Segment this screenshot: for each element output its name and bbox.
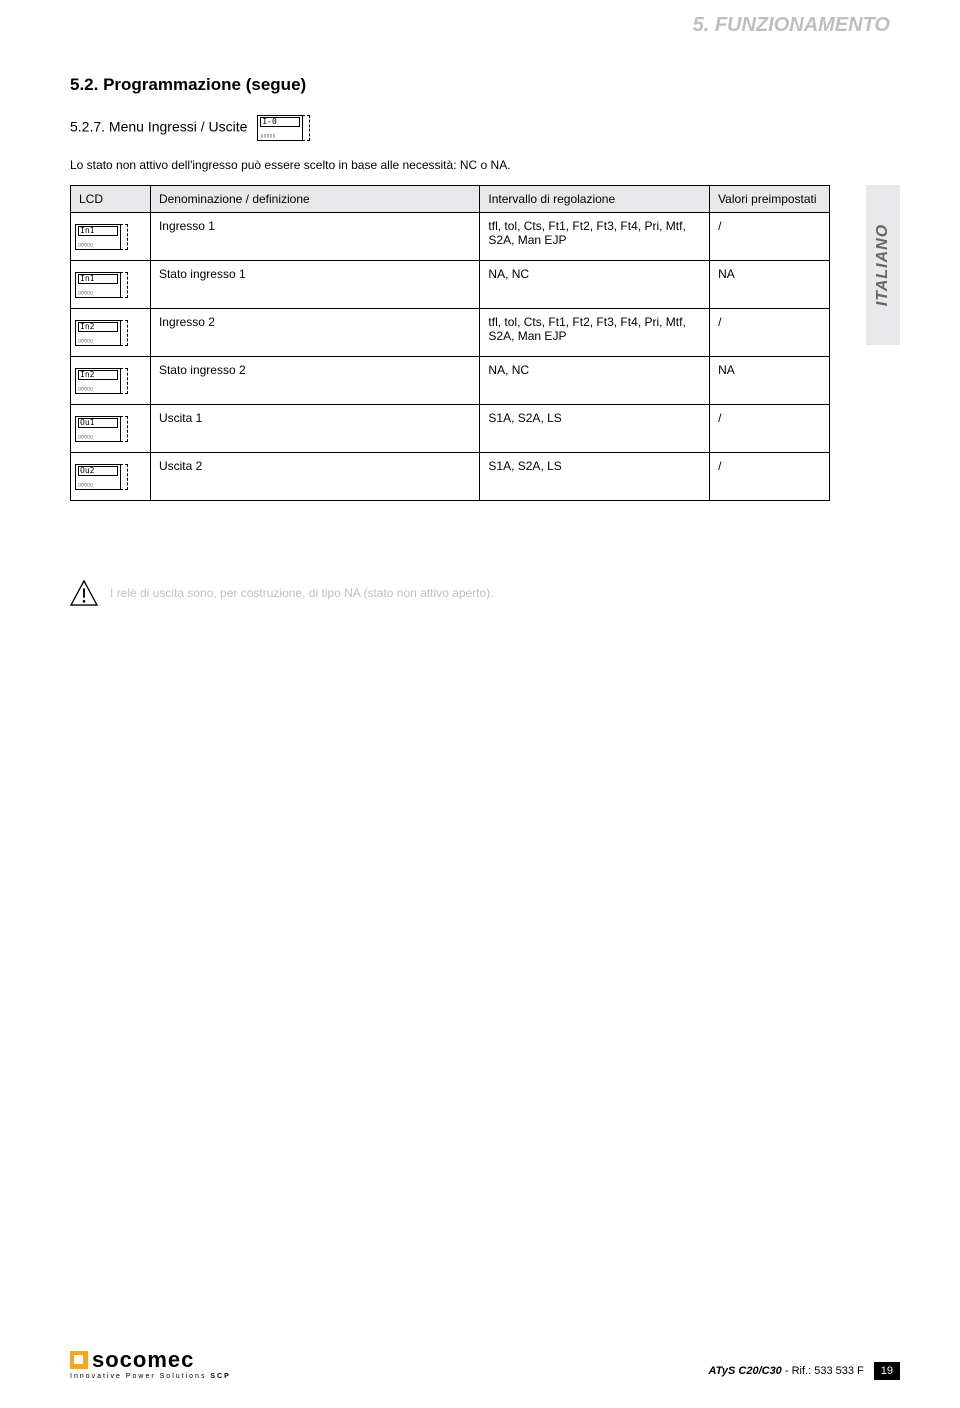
- def-cell: Uscita 1: [150, 405, 479, 453]
- ref-code: - Rif.: 533 533 F: [785, 1365, 864, 1377]
- table-row: In2▯▯▯▯▯ Ingresso 2 tfl, tol, Cts, Ft1, …: [71, 309, 830, 357]
- def-cell: Ingresso 2: [150, 309, 479, 357]
- def-cell: Stato ingresso 2: [150, 357, 479, 405]
- logo-icon: [70, 1351, 88, 1369]
- subsection-label: Menu Ingressi / Uscite: [109, 119, 248, 135]
- lcd-cell: In1▯▯▯▯▯: [71, 261, 151, 309]
- logo-block: socomec Innovative Power Solutions SCP: [70, 1347, 231, 1380]
- interval-cell: NA, NC: [480, 261, 710, 309]
- table-row: In1▯▯▯▯▯ Ingresso 1 tfl, tol, Cts, Ft1, …: [71, 213, 830, 261]
- interval-cell: tfl, tol, Cts, Ft1, Ft2, Ft3, Ft4, Pri, …: [480, 213, 710, 261]
- lcd-cell: In2▯▯▯▯▯: [71, 309, 151, 357]
- lcd-cell: In1▯▯▯▯▯: [71, 213, 151, 261]
- footer-right: ATyS C20/C30 - Rif.: 533 533 F 19: [708, 1362, 900, 1380]
- language-tab-label: ITALIANO: [874, 224, 892, 306]
- interval-cell: S1A, S2A, LS: [480, 453, 710, 501]
- lcd-cell: In2▯▯▯▯▯: [71, 357, 151, 405]
- table-row: In1▯▯▯▯▯ Stato ingresso 1 NA, NC NA: [71, 261, 830, 309]
- language-tab: ITALIANO: [866, 185, 900, 345]
- preset-cell: /: [710, 453, 830, 501]
- logo-text: socomec: [92, 1347, 194, 1373]
- def-cell: Uscita 2: [150, 453, 479, 501]
- warning-text: I relè di uscita sono, per costruzione, …: [110, 586, 494, 600]
- preset-cell: /: [710, 213, 830, 261]
- table-header-row: LCD Denominazione / definizione Interval…: [71, 186, 830, 213]
- table-row: Ou2▯▯▯▯▯ Uscita 2 S1A, S2A, LS /: [71, 453, 830, 501]
- col-header-def: Denominazione / definizione: [150, 186, 479, 213]
- lcd-cell: Ou1▯▯▯▯▯: [71, 405, 151, 453]
- preset-cell: /: [710, 405, 830, 453]
- col-header-preset: Valori preimpostati: [710, 186, 830, 213]
- product-name: ATyS C20/C30: [708, 1365, 781, 1377]
- def-cell: Stato ingresso 1: [150, 261, 479, 309]
- table-row: In2▯▯▯▯▯ Stato ingresso 2 NA, NC NA: [71, 357, 830, 405]
- interval-cell: tfl, tol, Cts, Ft1, Ft2, Ft3, Ft4, Pri, …: [480, 309, 710, 357]
- logo: socomec: [70, 1347, 231, 1373]
- page-footer: socomec Innovative Power Solutions SCP A…: [70, 1347, 900, 1380]
- interval-cell: S1A, S2A, LS: [480, 405, 710, 453]
- preset-cell: NA: [710, 357, 830, 405]
- col-header-interval: Intervallo di regolazione: [480, 186, 710, 213]
- parameters-table: LCD Denominazione / definizione Interval…: [70, 185, 830, 501]
- subsection-row: 5.2.7. Menu Ingressi / Uscite I-0▯▯▯▯▯: [70, 115, 310, 141]
- preset-cell: NA: [710, 261, 830, 309]
- lcd-cell: Ou2▯▯▯▯▯: [71, 453, 151, 501]
- warning-icon: [70, 580, 98, 606]
- def-cell: Ingresso 1: [150, 213, 479, 261]
- table-row: Ou1▯▯▯▯▯ Uscita 1 S1A, S2A, LS /: [71, 405, 830, 453]
- interval-cell: NA, NC: [480, 357, 710, 405]
- page-number: 19: [874, 1362, 900, 1380]
- intro-text: Lo stato non attivo dell'ingresso può es…: [70, 158, 511, 172]
- warning-row: I relè di uscita sono, per costruzione, …: [70, 580, 494, 606]
- col-header-lcd: LCD: [71, 186, 151, 213]
- subsection-number: 5.2.7.: [70, 119, 105, 135]
- logo-tagline: Innovative Power Solutions SCP: [70, 1373, 231, 1380]
- section-title: 5.2. Programmazione (segue): [70, 75, 306, 95]
- preset-cell: /: [710, 309, 830, 357]
- subsection-lcd-icon: I-0▯▯▯▯▯: [257, 115, 310, 141]
- chapter-title: 5. FUNZIONAMENTO: [693, 14, 890, 37]
